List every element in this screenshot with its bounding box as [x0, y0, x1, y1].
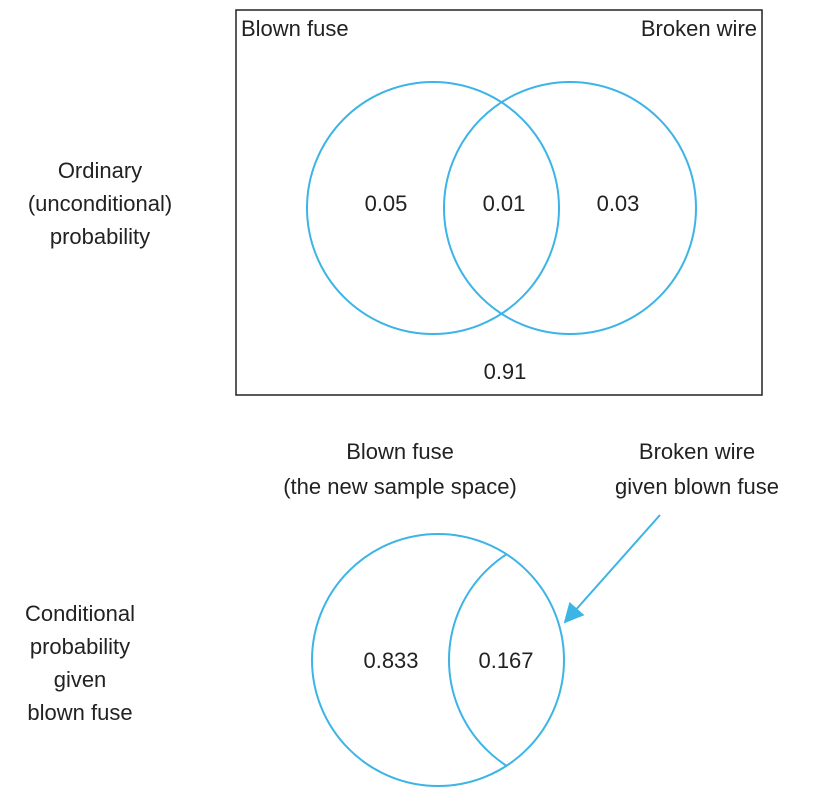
space-label: Blown fuse: [346, 439, 454, 464]
region-value: 0.833: [363, 648, 418, 673]
arrow-label: given blown fuse: [615, 474, 779, 499]
side-label: Conditional: [25, 601, 135, 626]
circle-broken-wire: [443, 81, 697, 335]
arc-broken-wire: [448, 534, 564, 786]
region-value: 0.03: [597, 191, 640, 216]
region-value: 0.91: [484, 359, 527, 384]
side-label: probability: [50, 224, 150, 249]
side-label: blown fuse: [27, 700, 132, 725]
side-label: probability: [30, 634, 130, 659]
side-label: given: [54, 667, 107, 692]
side-label: (unconditional): [28, 191, 172, 216]
set-label: Blown fuse: [241, 16, 349, 41]
arrow: [563, 514, 661, 624]
space-label: (the new sample space): [283, 474, 517, 499]
sample-space-box: [235, 9, 763, 396]
region-value: 0.167: [478, 648, 533, 673]
region-value: 0.05: [365, 191, 408, 216]
side-label: Ordinary: [58, 158, 142, 183]
arrow-label: Broken wire: [639, 439, 755, 464]
circle-blown-fuse: [311, 533, 565, 787]
circle-blown-fuse: [306, 81, 560, 335]
region-value: 0.01: [483, 191, 526, 216]
set-label: Broken wire: [641, 16, 757, 41]
